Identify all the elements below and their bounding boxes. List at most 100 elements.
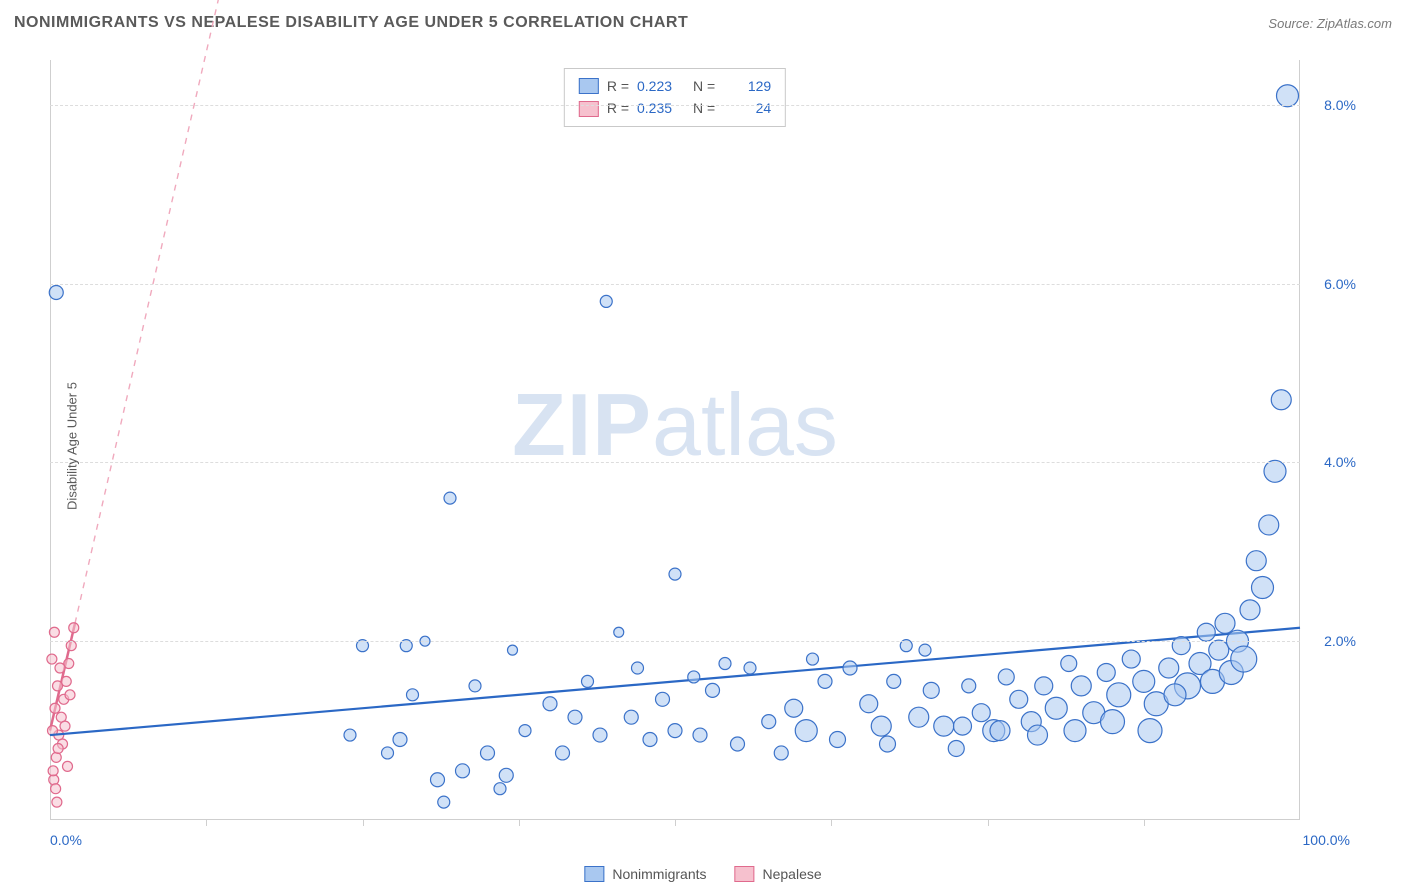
nepalese-point xyxy=(65,690,75,700)
nonimmigrants-point xyxy=(1215,613,1235,633)
nonimmigrants-point xyxy=(1101,710,1125,734)
x-tick xyxy=(1144,820,1145,826)
legend-n-label: N = xyxy=(693,97,715,119)
nonimmigrants-point xyxy=(669,568,681,580)
grid-line xyxy=(50,462,1300,463)
x-tick xyxy=(519,820,520,826)
nonimmigrants-point xyxy=(1271,390,1291,410)
nonimmigrants-point xyxy=(719,658,731,670)
legend-series-item: Nepalese xyxy=(734,866,821,882)
legend-r-label: R = xyxy=(607,97,629,119)
nepalese-point xyxy=(47,654,57,664)
nonimmigrants-point xyxy=(1138,719,1162,743)
nonimmigrants-point xyxy=(934,716,954,736)
nonimmigrants-point xyxy=(49,285,63,299)
nonimmigrants-point xyxy=(871,716,891,736)
nonimmigrants-point xyxy=(1071,676,1091,696)
nonimmigrants-point xyxy=(431,773,445,787)
nonimmigrants-point xyxy=(508,645,518,655)
nonimmigrants-point xyxy=(643,733,657,747)
nonimmigrants-point xyxy=(998,669,1014,685)
x-tick xyxy=(831,820,832,826)
nonimmigrants-point xyxy=(668,724,682,738)
nonimmigrants-point xyxy=(887,674,901,688)
nepalese-point xyxy=(55,663,65,673)
nonimmigrants-point xyxy=(1028,725,1048,745)
x-tick xyxy=(675,820,676,826)
nonimmigrants-point xyxy=(624,710,638,724)
y-tick-label: 8.0% xyxy=(1324,97,1356,113)
nonimmigrants-point xyxy=(582,675,594,687)
legend-n-label: N = xyxy=(693,75,715,97)
legend-stats: R =0.223N =129R =0.235N =24 xyxy=(564,68,786,127)
nonimmigrants-point xyxy=(744,662,756,674)
nonimmigrants-point xyxy=(568,710,582,724)
y-tick-label: 2.0% xyxy=(1324,633,1356,649)
source-label: Source: xyxy=(1268,16,1313,31)
x-tick xyxy=(206,820,207,826)
y-tick-label: 4.0% xyxy=(1324,454,1356,470)
nonimmigrants-point xyxy=(954,717,972,735)
legend-r-value: 0.223 xyxy=(637,75,685,97)
nonimmigrants-point xyxy=(543,697,557,711)
nonimmigrants-point xyxy=(1133,670,1155,692)
nonimmigrants-point xyxy=(593,728,607,742)
nonimmigrants-point xyxy=(1061,656,1077,672)
source-name: ZipAtlas.com xyxy=(1317,16,1392,31)
legend-swatch xyxy=(579,101,599,117)
nonimmigrants-point xyxy=(1277,85,1299,107)
nonimmigrants-point xyxy=(1240,600,1260,620)
nonimmigrants-point xyxy=(1045,697,1067,719)
nepalese-point xyxy=(50,703,60,713)
nonimmigrants-point xyxy=(1252,577,1274,599)
x-tick xyxy=(988,820,989,826)
grid-line xyxy=(50,641,1300,642)
nepalese-point xyxy=(60,721,70,731)
nonimmigrants-point xyxy=(600,295,612,307)
nonimmigrants-point xyxy=(499,768,513,782)
legend-stats-row: R =0.223N =129 xyxy=(579,75,771,97)
nonimmigrants-point xyxy=(519,725,531,737)
nepalese-point xyxy=(63,761,73,771)
x-min-label: 0.0% xyxy=(50,832,82,848)
nepalese-point xyxy=(69,623,79,633)
nepalese-point xyxy=(48,766,58,776)
legend-series: Nonimmigrants Nepalese xyxy=(584,866,821,882)
nonimmigrants-point xyxy=(1231,646,1257,672)
legend-n-value: 24 xyxy=(723,97,771,119)
nonimmigrants-point xyxy=(972,704,990,722)
legend-r-value: 0.235 xyxy=(637,97,685,119)
legend-stats-row: R = 0.235 N = 24 xyxy=(579,97,771,119)
nonimmigrants-point xyxy=(469,680,481,692)
nonimmigrants-point xyxy=(731,737,745,751)
nonimmigrants-point xyxy=(344,729,356,741)
nonimmigrants-point xyxy=(1172,637,1190,655)
nepalese-point xyxy=(49,627,59,637)
y-axis-label: Disability Age Under 5 xyxy=(64,382,79,510)
nonimmigrants-point xyxy=(556,746,570,760)
nonimmigrants-point xyxy=(656,692,670,706)
nonimmigrants-point xyxy=(693,728,707,742)
legend-swatch xyxy=(734,866,754,882)
nonimmigrants-point xyxy=(494,783,506,795)
nonimmigrants-point xyxy=(795,720,817,742)
nonimmigrants-point xyxy=(1246,551,1266,571)
chart-area: ZIPatlas R =0.223N =129R =0.235N =24 2.0… xyxy=(50,60,1300,820)
nonimmigrants-point xyxy=(1259,515,1279,535)
nonimmigrants-point xyxy=(1107,683,1131,707)
legend-series-label: Nonimmigrants xyxy=(612,866,706,882)
nonimmigrants-point xyxy=(1159,658,1179,678)
nonimmigrants-point xyxy=(1010,690,1028,708)
nonimmigrants-point xyxy=(706,683,720,697)
grid-line xyxy=(50,284,1300,285)
x-max-label: 100.0% xyxy=(1303,832,1350,848)
legend-series-item: Nonimmigrants xyxy=(584,866,706,882)
nonimmigrants-point xyxy=(1164,684,1186,706)
chart-title: NONIMMIGRANTS VS NEPALESE DISABILITY AGE… xyxy=(14,14,688,32)
nonimmigrants-point xyxy=(688,671,700,683)
nonimmigrants-point xyxy=(880,736,896,752)
nonimmigrants-point xyxy=(818,674,832,688)
nepalese-trendline-extrapolated xyxy=(75,0,225,623)
nonimmigrants-point xyxy=(990,721,1010,741)
legend-series-label: Nepalese xyxy=(762,866,821,882)
